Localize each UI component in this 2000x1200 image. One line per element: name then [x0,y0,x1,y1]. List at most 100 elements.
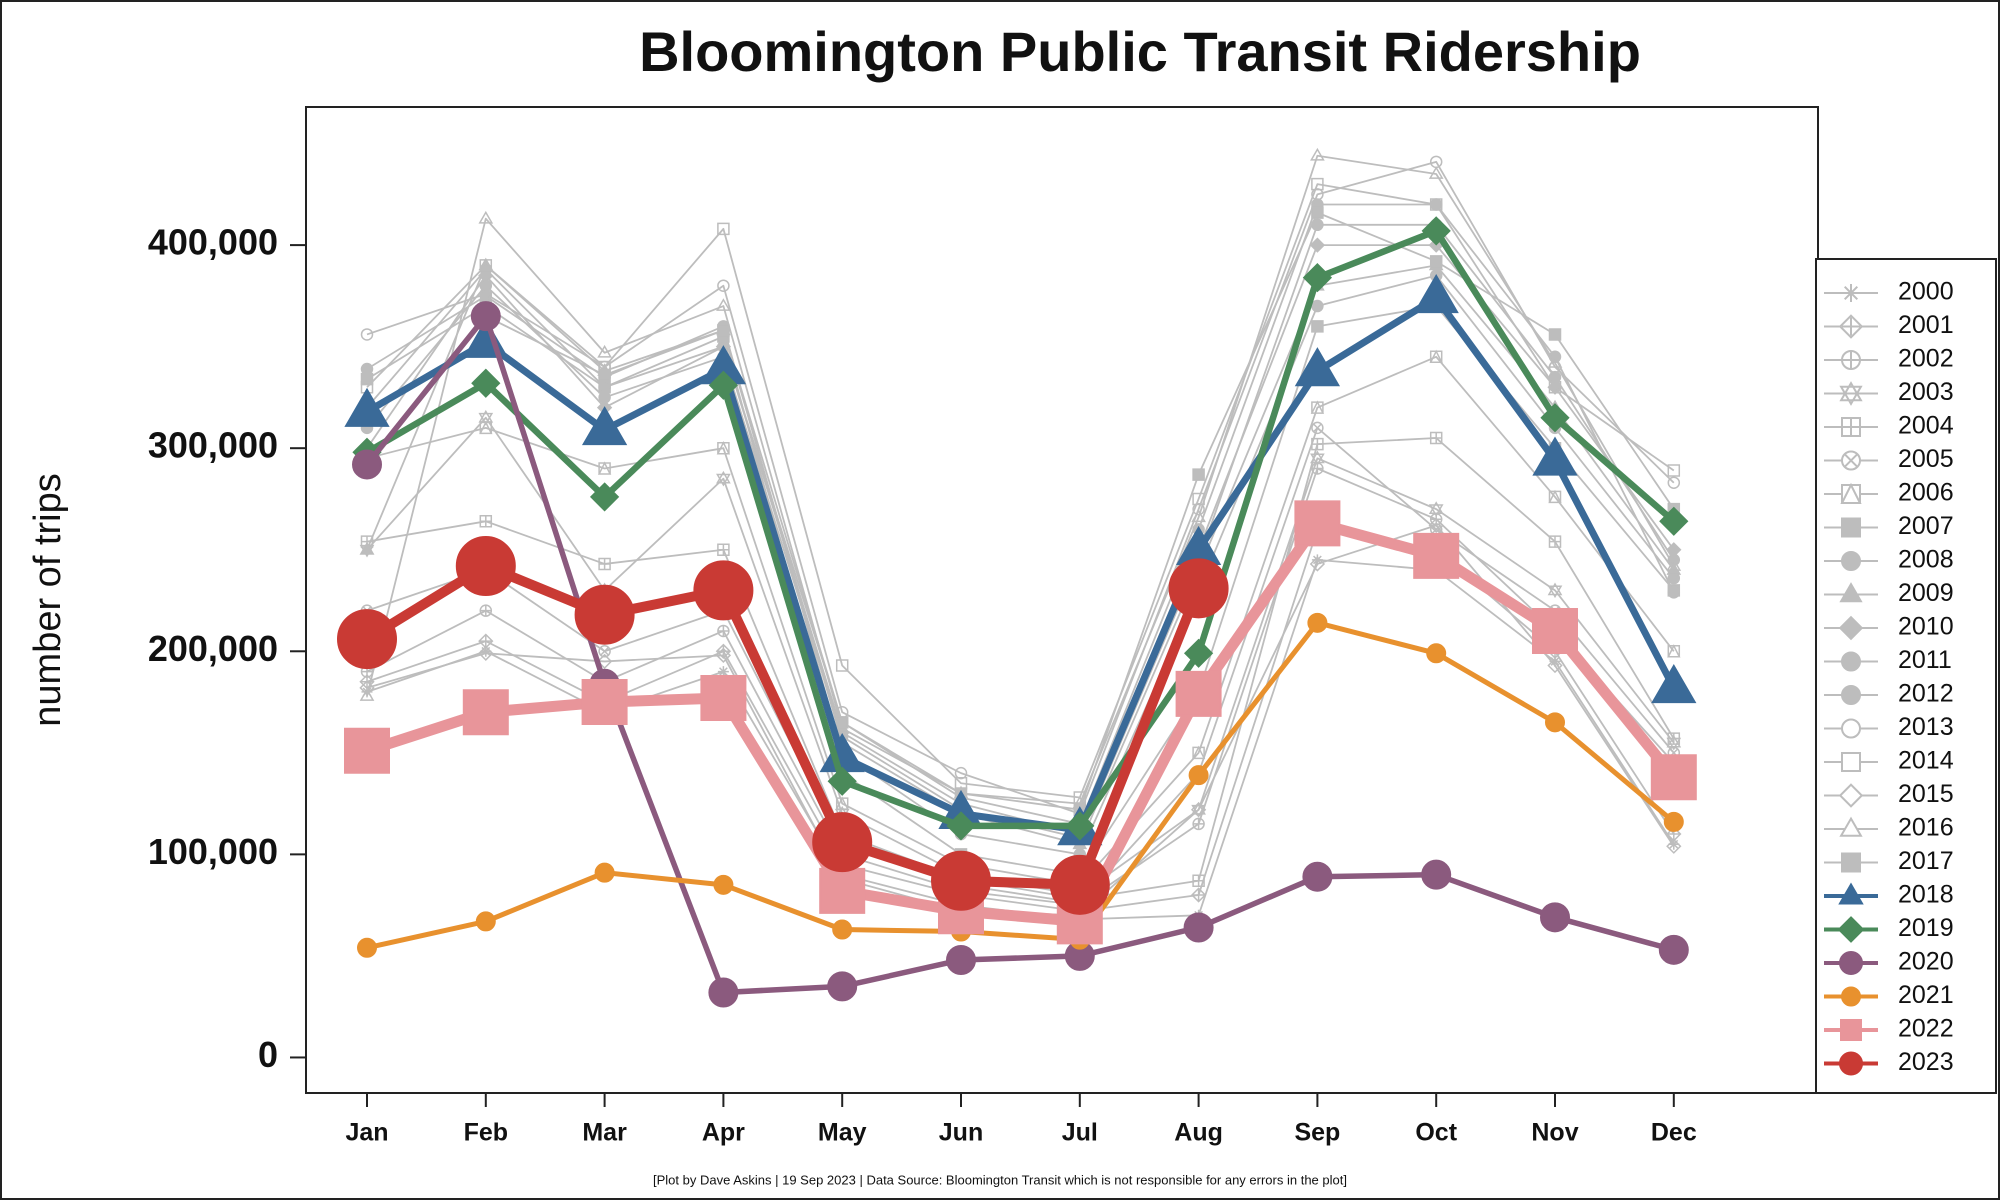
legend-marker [1838,1051,1864,1076]
data-point [835,796,849,810]
legend-marker [1837,916,1865,943]
data-point [336,609,398,670]
data-point [693,560,754,621]
data-point [1073,791,1087,804]
legend-label: 2007 [1898,512,1954,540]
series-line [366,154,1675,805]
data-point [1548,535,1562,548]
data-point [1294,347,1341,387]
data-point [1428,501,1444,517]
series-line [366,274,1675,856]
data-point [1192,817,1205,831]
data-point [832,919,853,940]
legend-marker [1840,551,1862,571]
series-line [366,355,1675,886]
data-point [1667,732,1681,745]
legend-marker [1840,450,1862,471]
data-point [715,647,732,664]
data-point [1192,468,1205,481]
data-point [359,541,375,555]
data-point [462,689,509,736]
data-point [1413,274,1459,314]
x-tick-label: Mar [582,1119,627,1147]
data-point [1540,403,1570,433]
data-point [478,210,494,224]
legend-marker [1841,752,1861,772]
legend-label: 2012 [1898,680,1954,708]
data-point [479,604,493,617]
data-point [479,287,493,301]
data-point [1532,607,1578,654]
legend-marker [1839,582,1863,603]
data-point [1667,464,1681,477]
x-tick-label: Sep [1294,1119,1340,1147]
data-point [1309,556,1326,572]
x-tick-label: Oct [1415,1119,1457,1147]
data-point [713,874,734,895]
legend-label: 2010 [1898,613,1954,641]
legend-label: 2021 [1898,981,1954,1009]
data-point [475,911,496,932]
data-point [1294,500,1341,547]
data-point [1302,861,1333,892]
legend-marker [1841,517,1861,538]
data-point [581,406,628,446]
legend-label: 2016 [1898,814,1954,842]
data-point [1421,216,1451,246]
data-point [1547,657,1563,674]
data-point [717,666,729,678]
x-tick-label: May [818,1119,867,1147]
data-point [597,344,612,358]
chart-title: Bloomington Public Transit Ridership [639,20,1641,83]
data-point [1309,237,1326,253]
y-tick-label: 300,000 [148,425,278,466]
data-point [589,482,620,512]
data-point [1429,155,1443,169]
data-point [1188,765,1209,786]
data-point [717,222,730,236]
data-point [1310,147,1325,161]
x-tick-label: Jun [939,1119,983,1147]
data-point [1429,349,1443,364]
footnote: [Plot by Dave Askins | 19 Sep 2023 | Dat… [653,1172,1347,1187]
data-point [1651,663,1697,704]
x-tick-label: Jul [1062,1119,1098,1147]
data-point [359,688,375,701]
legend-label: 2005 [1898,445,1954,473]
data-point [574,584,635,645]
data-point [1666,838,1682,854]
data-point [1667,644,1681,658]
data-point [716,298,731,311]
series-line [365,294,1677,834]
legend-marker [1838,951,1864,975]
data-point [819,867,866,914]
data-point [351,449,383,480]
legend-marker [1840,1019,1862,1041]
data-point [1311,177,1324,191]
series-line [366,183,1675,799]
y-tick-label: 0 [258,1034,278,1075]
data-point [946,811,976,841]
legend-marker [1838,615,1864,641]
data-point [356,937,378,958]
data-point [1311,421,1324,435]
data-point [1192,492,1205,506]
data-point [1658,934,1689,965]
data-point [597,461,612,475]
data-point [1190,887,1207,903]
legend-label: 2000 [1898,278,1954,306]
data-point [1191,509,1206,523]
data-point [716,470,731,487]
y-tick-label: 200,000 [148,628,278,669]
legend-marker [1839,381,1863,406]
data-point [1429,431,1443,445]
data-point [1311,299,1324,313]
data-point [1666,562,1682,575]
data-point [479,420,493,435]
legend-marker [1838,882,1864,905]
series-line [366,160,1675,815]
data-point [1421,859,1452,890]
legend-marker [1841,417,1861,437]
data-point [1548,489,1562,504]
